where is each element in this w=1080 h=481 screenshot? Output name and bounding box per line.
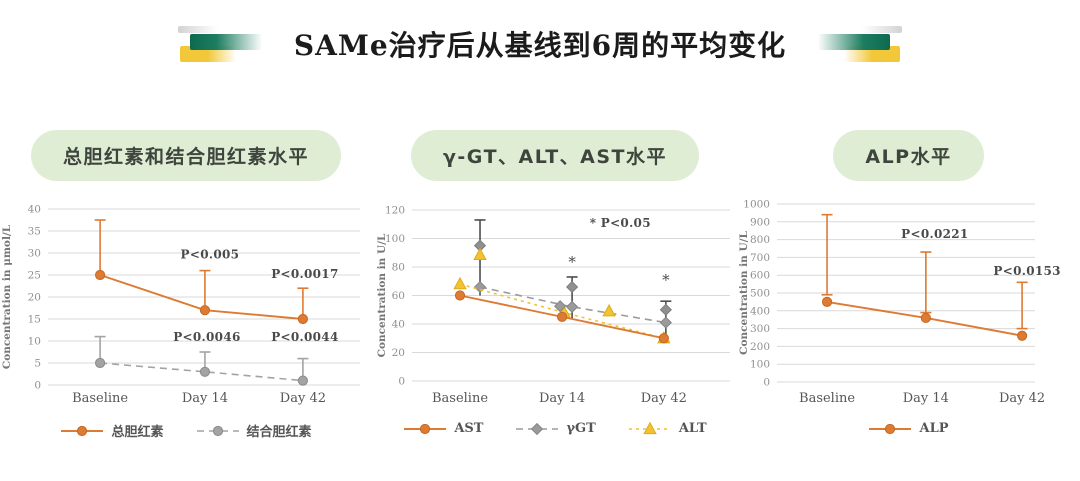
svg-text:20: 20 [28,292,41,304]
svg-text:25: 25 [28,270,41,282]
legend-swatch-icon [869,423,912,434]
svg-text:Day 14: Day 14 [903,391,949,406]
svg-text:P<0.0046: P<0.0046 [173,330,240,344]
panel-header-pill: γ-GT、ALT、AST水平 [410,130,700,181]
bilirubin-legend: 总胆红素 结合胆红素 [0,421,372,440]
svg-text:400: 400 [750,305,770,317]
gray-bar-icon [177,26,218,33]
svg-text:Baseline: Baseline [799,391,855,406]
svg-text:P<0.0153: P<0.0153 [993,264,1060,278]
legend-label: ALP [919,421,949,436]
svg-text:0: 0 [763,377,770,389]
svg-text:1000: 1000 [743,199,770,211]
svg-text:100: 100 [750,359,770,371]
svg-text:Day 14: Day 14 [539,391,585,406]
alp-chart: 0 100 200 300 400 500 600 700 800 900 1000 Concentr… [738,199,1061,407]
svg-text:Baseline: Baseline [72,391,128,406]
legend-item: γGT [515,421,596,436]
svg-text:200: 200 [750,341,770,353]
legend-label: ALT [678,421,707,436]
panel-bilirubin: 总胆红素和结合胆红素水平 0 5 10 15 20 25 30 35 40 Concentrati… [0,130,372,440]
svg-text:500: 500 [750,288,770,300]
legend-item: ALP [868,421,949,436]
figure-header: SAMe治疗后从基线到6周的平均变化 [0,0,1080,66]
svg-text:*: * [568,253,576,271]
svg-text:Day 42: Day 42 [280,391,326,406]
svg-text:P<0.0017: P<0.0017 [271,267,338,281]
legend-swatch-icon [404,423,447,434]
svg-text:Baseline: Baseline [432,391,488,406]
yellow-bar-icon [179,46,236,62]
svg-text:5: 5 [34,358,41,370]
legend-item: 总胆红素 [60,421,164,440]
svg-text:Day 42: Day 42 [999,391,1045,406]
svg-text:P<0.005: P<0.005 [181,248,240,262]
enzymes-legend: AST γGT ALT [375,421,735,436]
svg-text:900: 900 [750,216,770,228]
bilirubin-chart: 0 5 10 15 20 25 30 35 40 Concentration in μmol/L P… [1,204,360,406]
figure-title: SAMe治疗后从基线到6周的平均变化 [293,29,787,62]
legend-item: AST [403,421,483,436]
svg-text:P<0.0044: P<0.0044 [271,330,338,344]
legend-label: 结合胆红素 [246,425,312,440]
legend-swatch-icon [196,425,239,436]
chart-panels: 总胆红素和结合胆红素水平 0 5 10 15 20 25 30 35 40 Concentrati… [0,130,1080,440]
svg-text:40: 40 [392,319,405,331]
legend-swatch-icon [61,425,104,436]
panel-enzymes: γ-GT、ALT、AST水平 0 20 40 60 80 100 120 Concentrat… [375,130,735,436]
decoration-left [177,22,266,66]
gray-bar-icon [862,26,903,33]
legend-item: ALT [628,421,707,436]
svg-text:100: 100 [385,233,405,245]
svg-text:Day 42: Day 42 [641,391,687,406]
svg-text:P<0.0221: P<0.0221 [901,227,968,241]
legend-label: AST [454,421,484,436]
svg-text:700: 700 [750,252,770,264]
svg-text:35: 35 [28,226,41,238]
legend-swatch-icon [628,421,671,434]
svg-text:120: 120 [385,205,405,217]
legend-swatch-icon [516,422,559,435]
svg-text:20: 20 [392,347,405,359]
svg-text:*: * [662,271,670,289]
legend-label: γGT [566,421,596,436]
enzymes-chart: 0 20 40 60 80 100 120 Concentration in U/L * P<0… [376,205,730,406]
legend-item: 结合胆红素 [196,421,312,440]
svg-text:30: 30 [28,248,41,260]
svg-text:800: 800 [750,234,770,246]
legend-label: 总胆红素 [111,425,164,440]
green-bar-icon [814,34,891,50]
svg-text:Concentration in U/L: Concentration in U/L [738,231,750,355]
svg-text:80: 80 [392,262,405,274]
svg-text:Concentration in μmol/L: Concentration in μmol/L [1,224,13,369]
svg-text:15: 15 [28,314,41,326]
svg-text:* P<0.05: * P<0.05 [590,216,651,230]
svg-text:300: 300 [750,323,770,335]
panel-header-pill: ALP水平 [833,130,984,181]
svg-text:0: 0 [398,376,405,388]
yellow-bar-icon [844,46,901,62]
svg-text:0: 0 [34,380,41,392]
decoration-right [814,22,903,66]
svg-text:10: 10 [28,336,41,348]
svg-text:600: 600 [750,270,770,282]
svg-text:Concentration in U/L: Concentration in U/L [376,233,388,357]
alp-legend: ALP [737,421,1080,436]
green-bar-icon [189,34,266,50]
svg-text:60: 60 [392,290,405,302]
svg-text:Day 14: Day 14 [182,391,228,406]
panel-alp: ALP水平 0 100 200 300 400 500 600 700 800 900 1000 Co… [737,130,1080,436]
panel-header-pill: 总胆红素和结合胆红素水平 [30,130,341,181]
svg-text:40: 40 [28,204,41,216]
